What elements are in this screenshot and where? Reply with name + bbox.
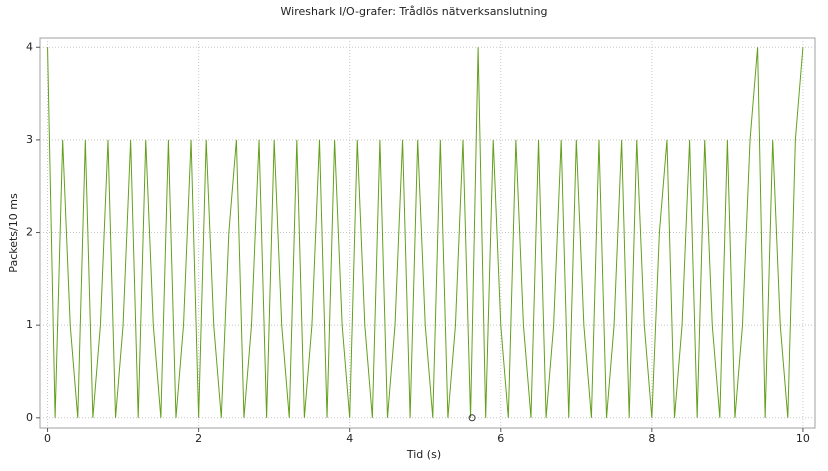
x-axis-label: Tid (s) xyxy=(406,448,441,461)
y-tick-label: 4 xyxy=(26,40,33,53)
x-tick-label: 6 xyxy=(497,432,504,445)
y-tick-label: 2 xyxy=(26,226,33,239)
x-tick-label: 10 xyxy=(796,432,810,445)
series-line xyxy=(47,47,804,418)
chart-title: Wireshark I/O-grafer: Trådlös nätverksan… xyxy=(281,5,548,18)
y-tick-label: 0 xyxy=(26,411,33,424)
y-tick-label: 1 xyxy=(26,318,33,331)
tracer-marker xyxy=(468,414,476,422)
x-tick-label: 4 xyxy=(346,432,353,445)
x-tick-label: 0 xyxy=(44,432,51,445)
x-tick-label: 8 xyxy=(648,432,655,445)
y-tick-label: 3 xyxy=(26,133,33,146)
x-tick-label: 2 xyxy=(195,432,202,445)
y-axis-label: Packets/10 ms xyxy=(7,193,20,273)
